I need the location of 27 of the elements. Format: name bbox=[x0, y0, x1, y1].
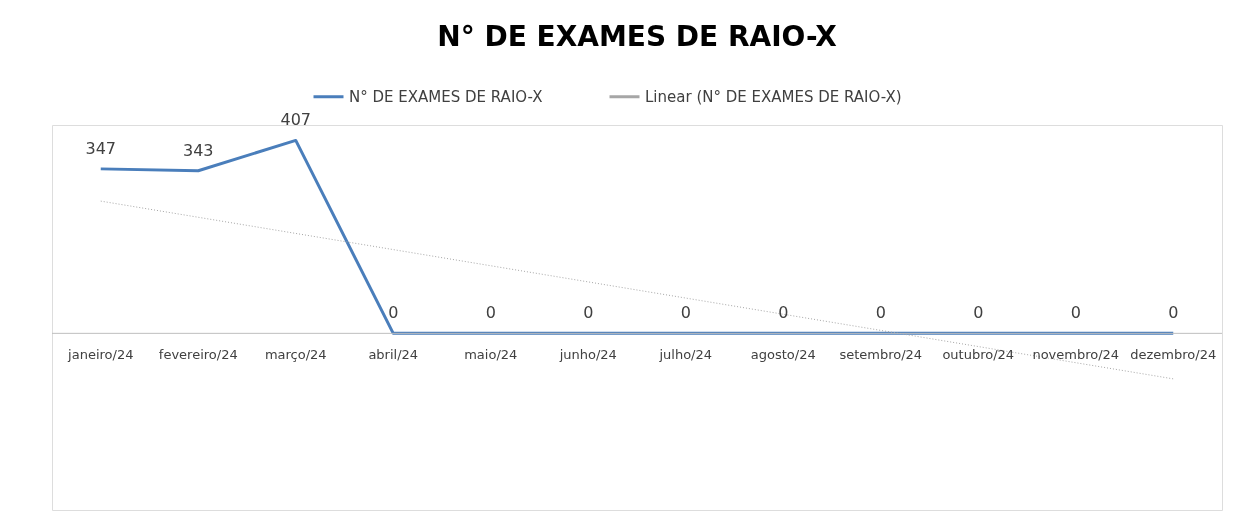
x-tick-label: julho/24 bbox=[658, 347, 713, 363]
data-label: 0 bbox=[680, 303, 691, 323]
data-label: 0 bbox=[1168, 303, 1179, 323]
data-label: 0 bbox=[778, 303, 789, 323]
x-tick-label: outubro/24 bbox=[942, 347, 1015, 363]
data-label: 0 bbox=[388, 303, 399, 323]
x-tick-label: março/24 bbox=[264, 347, 327, 363]
x-tick-label: dezembro/24 bbox=[1130, 347, 1217, 363]
x-tick-label: abril/24 bbox=[368, 347, 419, 363]
data-label: 0 bbox=[1070, 303, 1081, 323]
data-label: 0 bbox=[583, 303, 594, 323]
data-label: 343 bbox=[182, 140, 214, 160]
data-label: 407 bbox=[280, 110, 312, 130]
data-label: 0 bbox=[485, 303, 496, 323]
x-tick-label: fevereiro/24 bbox=[158, 347, 238, 363]
legend-label: N° DE EXAMES DE RAIO-X bbox=[349, 87, 543, 106]
data-label: 0 bbox=[875, 303, 886, 323]
x-tick-label: junho/24 bbox=[558, 347, 617, 363]
legend-label: Linear (N° DE EXAMES DE RAIO-X) bbox=[645, 87, 902, 106]
data-label: 0 bbox=[973, 303, 984, 323]
chart-title: N° DE EXAMES DE RAIO-X bbox=[437, 20, 838, 53]
x-tick-label: maio/24 bbox=[464, 347, 518, 363]
data-label: 347 bbox=[85, 138, 117, 158]
x-tick-label: janeiro/24 bbox=[67, 347, 134, 363]
x-tick-label: setembro/24 bbox=[839, 347, 923, 363]
x-tick-label: agosto/24 bbox=[750, 347, 816, 363]
x-tick-label: novembro/24 bbox=[1032, 347, 1120, 363]
